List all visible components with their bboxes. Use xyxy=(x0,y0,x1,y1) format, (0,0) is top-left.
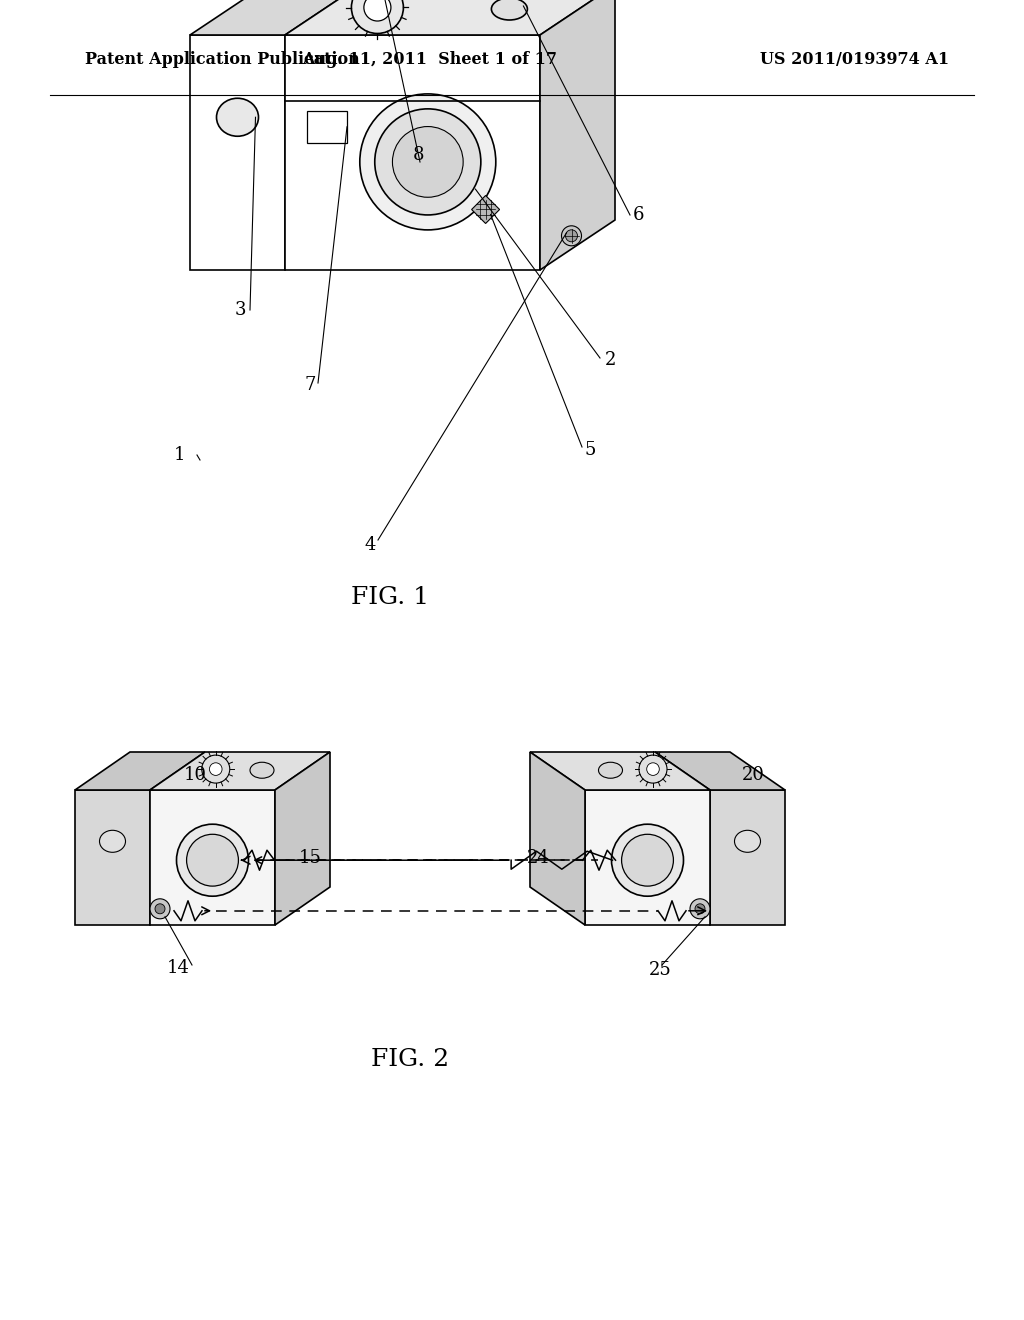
Ellipse shape xyxy=(99,830,126,853)
Text: 2: 2 xyxy=(604,351,615,370)
Ellipse shape xyxy=(216,98,258,136)
Text: Patent Application Publication: Patent Application Publication xyxy=(85,51,359,69)
Circle shape xyxy=(565,230,578,242)
Ellipse shape xyxy=(250,762,274,779)
Circle shape xyxy=(210,763,222,775)
Circle shape xyxy=(176,824,249,896)
Polygon shape xyxy=(150,752,330,789)
Circle shape xyxy=(359,94,496,230)
Circle shape xyxy=(695,904,705,913)
Polygon shape xyxy=(75,789,150,925)
Text: 4: 4 xyxy=(365,536,376,554)
Text: 7: 7 xyxy=(304,376,315,393)
Ellipse shape xyxy=(492,0,527,20)
Circle shape xyxy=(639,755,667,783)
Ellipse shape xyxy=(734,830,761,853)
Polygon shape xyxy=(150,789,275,925)
Text: 1: 1 xyxy=(174,446,185,465)
Ellipse shape xyxy=(598,762,623,779)
Circle shape xyxy=(611,824,683,896)
Text: 14: 14 xyxy=(167,960,189,977)
Circle shape xyxy=(561,226,582,246)
Text: 6: 6 xyxy=(632,206,644,224)
Text: 3: 3 xyxy=(234,301,246,319)
Text: FIG. 1: FIG. 1 xyxy=(351,586,429,610)
Text: 25: 25 xyxy=(648,961,672,979)
Circle shape xyxy=(392,127,463,197)
Polygon shape xyxy=(540,0,615,271)
Text: FIG. 2: FIG. 2 xyxy=(371,1048,450,1072)
Circle shape xyxy=(351,0,403,33)
Text: Aug. 11, 2011  Sheet 1 of 17: Aug. 11, 2011 Sheet 1 of 17 xyxy=(302,51,557,69)
Text: 15: 15 xyxy=(299,849,322,867)
Polygon shape xyxy=(285,0,615,36)
Polygon shape xyxy=(75,752,205,789)
Text: 10: 10 xyxy=(183,766,207,784)
Text: 8: 8 xyxy=(413,147,424,164)
Text: 5: 5 xyxy=(585,441,596,459)
Polygon shape xyxy=(285,36,540,271)
Polygon shape xyxy=(710,789,785,925)
Polygon shape xyxy=(530,752,585,925)
Text: 24: 24 xyxy=(526,849,549,867)
Circle shape xyxy=(150,899,170,919)
Polygon shape xyxy=(585,789,710,925)
Circle shape xyxy=(186,834,239,886)
Circle shape xyxy=(155,904,165,913)
Text: 20: 20 xyxy=(741,766,765,784)
Polygon shape xyxy=(530,752,710,789)
Circle shape xyxy=(364,0,391,21)
Text: US 2011/0193974 A1: US 2011/0193974 A1 xyxy=(760,51,949,69)
Circle shape xyxy=(647,763,659,775)
Circle shape xyxy=(375,108,481,215)
Polygon shape xyxy=(655,752,785,789)
Polygon shape xyxy=(275,752,330,925)
Polygon shape xyxy=(472,195,500,223)
Circle shape xyxy=(622,834,674,886)
Polygon shape xyxy=(190,0,360,36)
Circle shape xyxy=(690,899,710,919)
Circle shape xyxy=(202,755,229,783)
